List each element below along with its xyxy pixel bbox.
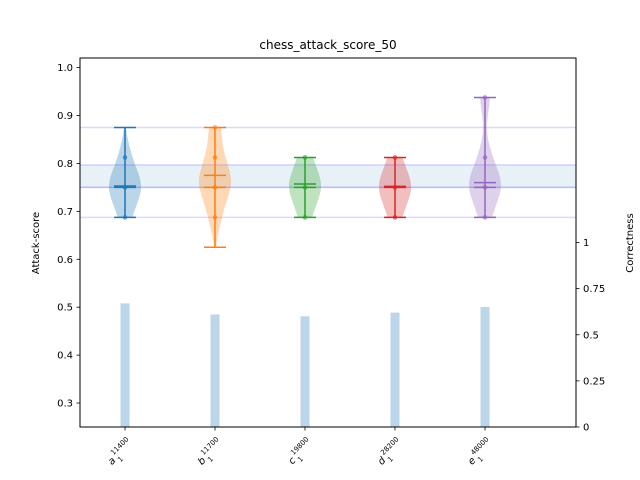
violin-point-a-0: [122, 155, 128, 160]
violin-point-e-1: [482, 185, 488, 190]
violin-point-a-2: [122, 215, 128, 220]
violin-point-b-2: [212, 125, 218, 130]
x-tick-label-sub: 1: [386, 455, 395, 464]
violin-point-e-0: [482, 155, 488, 160]
violin-point-d-1: [392, 185, 398, 190]
axes: 0.30.40.50.60.70.80.91.000.250.50.751a11…: [57, 63, 605, 468]
right-y-tick-label: 0.5: [583, 330, 599, 341]
correctness-bar-d: [390, 312, 400, 427]
y-tick-label: 0.6: [57, 255, 73, 266]
violin-point-b-1: [212, 185, 218, 190]
correctness-bar-a: [120, 303, 130, 427]
right-y-axis-label: Correctness: [625, 213, 636, 272]
correctness-bar-c: [300, 316, 310, 427]
x-tick-label-sup: 11400: [109, 435, 130, 456]
y-tick-label: 0.5: [57, 303, 73, 314]
violin-point-c-1: [302, 185, 308, 190]
y-axis-label: Attack-score: [31, 212, 42, 274]
y-tick-label: 0.4: [57, 351, 73, 362]
x-tick-label-sup: 28200: [379, 435, 400, 456]
right-y-tick-label: 1: [583, 238, 589, 249]
y-tick-label: 0.9: [57, 111, 73, 122]
right-y-tick-label: 0: [583, 423, 589, 434]
correctness-bar-b: [210, 314, 220, 427]
violin-point-e-3: [482, 215, 488, 220]
right-y-tick-label: 0.75: [583, 284, 605, 295]
y-tick-label: 1.0: [57, 63, 73, 74]
violin-point-c-2: [302, 215, 308, 220]
x-tick-label-sup: 48000: [469, 435, 490, 456]
violin-point-d-0: [392, 155, 398, 160]
violin-point-c-0: [302, 155, 308, 160]
x-tick-label-sub: 1: [116, 455, 125, 464]
x-tick-label-sup: 11700: [199, 435, 220, 456]
violin-point-e-2: [482, 95, 488, 100]
x-tick-label-sup: 19800: [289, 435, 310, 456]
plot-frame: [79, 57, 577, 428]
right-y-tick-label: 0.25: [583, 376, 605, 387]
violin-point-d-2: [392, 215, 398, 220]
correctness-bar-e: [480, 307, 490, 427]
x-tick-label-sub: 1: [206, 455, 215, 464]
y-tick-label: 0.8: [57, 159, 73, 170]
violin-point-a-1: [122, 185, 128, 190]
reference-band: [80, 164, 576, 188]
violin-point-b-0: [212, 155, 218, 160]
y-tick-label: 0.7: [57, 207, 73, 218]
plot-area: [80, 95, 576, 427]
x-tick-label-sub: 1: [296, 455, 305, 464]
y-tick-label: 0.3: [57, 399, 73, 410]
chart-title: chess_attack_score_50: [259, 38, 396, 52]
x-tick-label-sub: 1: [476, 455, 485, 464]
violin-point-b-3: [212, 215, 218, 220]
